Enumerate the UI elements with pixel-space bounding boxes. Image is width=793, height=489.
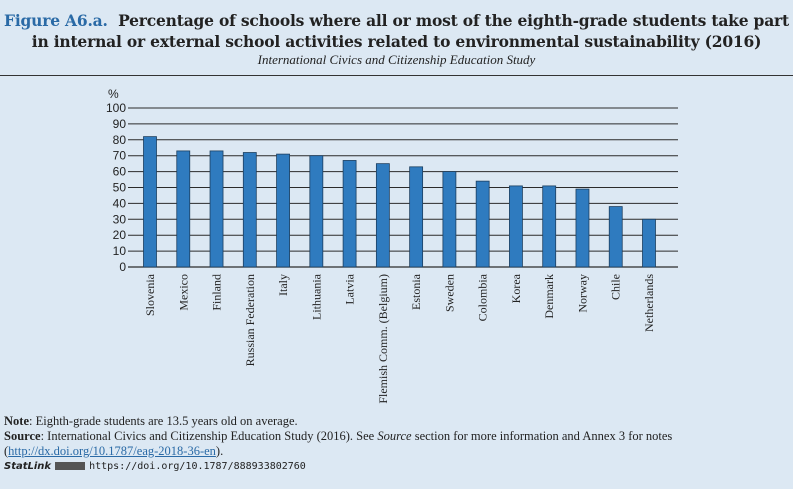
bar — [342, 160, 357, 268]
divider — [0, 75, 793, 76]
bar — [242, 152, 257, 268]
y-tick-label: 80 — [113, 133, 127, 147]
source-label: Source — [4, 429, 41, 443]
chart-title: Figure A6.a. Percentage of schools where… — [0, 10, 793, 52]
y-tick-label: 30 — [113, 212, 127, 226]
x-tick-label: Mexico — [176, 274, 190, 311]
source: Source: International Civics and Citizen… — [4, 429, 672, 444]
y-tick-label: 60 — [113, 165, 127, 179]
figure-label: Figure A6.a. — [4, 11, 108, 30]
bar — [309, 155, 324, 268]
bar — [442, 171, 457, 268]
x-tick-label: Colombia — [476, 273, 490, 321]
statlink-logo-icon — [55, 462, 86, 470]
x-tick-label: Norway — [575, 274, 589, 313]
note: Note: Eighth-grade students are 13.5 yea… — [4, 414, 672, 429]
bar — [276, 153, 290, 268]
y-tick-label: 90 — [113, 117, 127, 131]
statlink-label: StatLink — [4, 461, 52, 472]
x-tick-label: Korea — [509, 273, 523, 303]
note-label: Note — [4, 414, 29, 428]
bar — [542, 185, 557, 268]
chart-subtitle: International Civics and Citizenship Edu… — [257, 52, 536, 67]
source-text-2: section for more information and Annex 3… — [411, 429, 673, 443]
y-tick-label: 70 — [113, 149, 127, 163]
x-tick-label: Lithuania — [309, 273, 323, 320]
source-text: : International Civics and Citizenship E… — [40, 429, 378, 443]
footer-notes: Note: Eighth-grade students are 13.5 yea… — [4, 414, 673, 472]
bar — [575, 188, 590, 268]
x-tick-label: Sweden — [442, 274, 456, 312]
bar — [209, 150, 224, 268]
y-tick-label: 100 — [106, 101, 126, 115]
x-tick-label: Denmark — [542, 274, 556, 319]
y-tick-label: 0 — [119, 260, 126, 274]
x-tick-label: Italy — [276, 274, 290, 296]
x-tick-label: Flemish Comm. (Belgium) — [376, 274, 390, 404]
x-tick-label: Finland — [210, 274, 224, 311]
x-tick-label: Russian Federation — [243, 274, 257, 366]
bar — [608, 206, 623, 268]
y-tick-label: 50 — [113, 181, 127, 195]
x-tick-label: Netherlands — [642, 274, 656, 332]
x-tick-label: Latvia — [343, 273, 357, 304]
bar — [176, 150, 191, 268]
x-tick-label: Chile — [609, 274, 623, 300]
note-text: : Eighth-grade students are 13.5 years o… — [29, 414, 298, 428]
y-axis-unit: % — [108, 87, 119, 101]
bar — [375, 163, 390, 268]
bar — [143, 136, 157, 268]
source-italic: Source — [377, 429, 412, 443]
x-tick-label: Slovenia — [143, 273, 157, 316]
bar — [642, 218, 656, 268]
bar — [475, 180, 490, 268]
title-line-1: Percentage of schools where all or most … — [118, 11, 789, 30]
source-link[interactable]: http://dx.doi.org/10.1787/eag-2018-36-en — [8, 444, 216, 458]
y-tick-label: 40 — [113, 196, 127, 210]
y-tick-label: 20 — [113, 228, 127, 242]
statlink-url[interactable]: https://doi.org/10.1787/888933802760 — [89, 461, 306, 472]
y-tick-label: 10 — [113, 244, 127, 258]
bar — [509, 185, 523, 268]
title-line-2: in internal or external school activitie… — [31, 32, 762, 51]
bar — [409, 166, 424, 268]
x-tick-label: Estonia — [409, 273, 423, 310]
